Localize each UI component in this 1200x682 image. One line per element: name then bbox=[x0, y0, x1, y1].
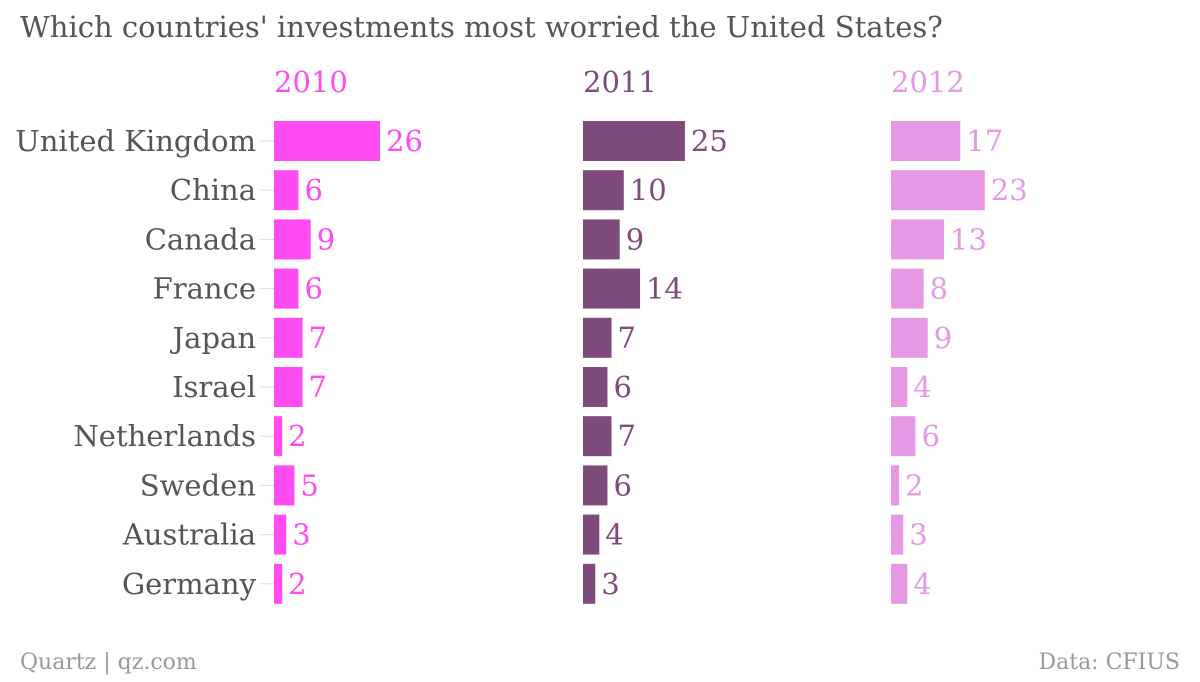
category-label-australia: Australia bbox=[122, 518, 256, 552]
category-label-israel: Israel bbox=[172, 370, 256, 404]
value-label-2012-united-kingdom: 17 bbox=[966, 124, 1003, 158]
bar-2012-australia bbox=[891, 514, 904, 555]
value-label-2012-china: 23 bbox=[991, 173, 1028, 207]
value-label-2011-france: 14 bbox=[646, 272, 683, 306]
value-label-2010-united-kingdom: 26 bbox=[386, 124, 423, 158]
chart-title: Which countries' investments most worrie… bbox=[20, 10, 943, 44]
value-label-2010-france: 6 bbox=[304, 272, 322, 306]
value-label-2012-france: 8 bbox=[930, 272, 948, 306]
value-label-2012-germany: 4 bbox=[913, 567, 931, 601]
value-label-2011-united-kingdom: 25 bbox=[691, 124, 728, 158]
value-label-2011-china: 10 bbox=[630, 173, 667, 207]
value-label-2012-israel: 4 bbox=[913, 370, 931, 404]
value-label-2010-japan: 7 bbox=[309, 321, 327, 355]
value-label-2011-sweden: 6 bbox=[613, 468, 631, 502]
category-label-china: China bbox=[170, 173, 256, 207]
category-label-japan: Japan bbox=[170, 321, 256, 355]
bar-2010-canada bbox=[274, 219, 311, 260]
value-label-2010-australia: 3 bbox=[292, 518, 310, 552]
bar-2010-france bbox=[274, 268, 299, 309]
bar-2011-australia bbox=[583, 514, 600, 555]
category-label-france: France bbox=[153, 272, 256, 306]
value-label-2011-israel: 6 bbox=[613, 370, 631, 404]
value-label-2012-netherlands: 6 bbox=[921, 419, 939, 453]
value-label-2012-japan: 9 bbox=[934, 321, 952, 355]
value-label-2010-germany: 2 bbox=[288, 567, 306, 601]
value-label-2010-israel: 7 bbox=[309, 370, 327, 404]
series-label-2010: 2010 bbox=[274, 65, 348, 99]
series-label-2012: 2012 bbox=[891, 65, 965, 99]
bar-2012-canada bbox=[891, 219, 944, 260]
bar-2011-germany bbox=[583, 563, 596, 604]
bar-2010-sweden bbox=[274, 465, 295, 506]
bar-2010-australia bbox=[274, 514, 287, 555]
bar-2011-israel bbox=[583, 367, 608, 407]
bar-2012-france bbox=[891, 268, 924, 309]
value-label-2012-australia: 3 bbox=[909, 518, 927, 552]
series-label-2011: 2011 bbox=[583, 65, 657, 99]
bar-2010-japan bbox=[274, 317, 303, 358]
bar-2010-china bbox=[274, 170, 299, 211]
bar-2011-sweden bbox=[583, 465, 608, 506]
bar-2011-france bbox=[583, 268, 641, 309]
value-label-2010-china: 6 bbox=[304, 173, 322, 207]
category-label-germany: Germany bbox=[122, 567, 257, 601]
bar-2012-israel bbox=[891, 367, 908, 407]
bar-2012-china bbox=[891, 170, 985, 211]
bar-2010-netherlands bbox=[274, 416, 283, 457]
value-label-2011-australia: 4 bbox=[605, 518, 623, 552]
bar-2010-united-kingdom bbox=[274, 121, 380, 161]
bar-2011-netherlands bbox=[583, 416, 612, 457]
bar-2012-sweden bbox=[891, 465, 900, 506]
category-label-netherlands: Netherlands bbox=[73, 419, 256, 453]
value-label-2012-sweden: 2 bbox=[905, 468, 923, 502]
category-label-canada: Canada bbox=[145, 222, 256, 256]
value-label-2011-japan: 7 bbox=[618, 321, 636, 355]
category-label-united-kingdom: United Kingdom bbox=[15, 124, 256, 158]
value-label-2010-netherlands: 2 bbox=[288, 419, 306, 453]
bar-2011-japan bbox=[583, 317, 612, 358]
value-label-2011-canada: 9 bbox=[626, 222, 644, 256]
footer-credit[interactable]: Quartz | qz.com bbox=[20, 650, 197, 675]
bar-2011-china bbox=[583, 170, 624, 211]
value-label-2012-canada: 13 bbox=[950, 222, 987, 256]
bar-2012-netherlands bbox=[891, 416, 916, 457]
bar-2011-canada bbox=[583, 219, 620, 260]
category-label-sweden: Sweden bbox=[140, 468, 256, 502]
bar-2012-united-kingdom bbox=[891, 121, 961, 161]
bar-2011-united-kingdom bbox=[583, 121, 685, 161]
value-label-2010-canada: 9 bbox=[317, 222, 335, 256]
value-label-2010-sweden: 5 bbox=[300, 468, 318, 502]
value-label-2011-netherlands: 7 bbox=[618, 419, 636, 453]
footer-source: Data: CFIUS bbox=[1038, 650, 1180, 675]
value-label-2011-germany: 3 bbox=[601, 567, 619, 601]
chart-area: United Kingdom China Canada France Japan Isra… bbox=[15, 65, 1028, 604]
bar-2010-israel bbox=[274, 367, 303, 407]
bar-2010-germany bbox=[274, 563, 283, 604]
bar-2012-germany bbox=[891, 563, 908, 604]
bar-2012-japan bbox=[891, 317, 928, 358]
